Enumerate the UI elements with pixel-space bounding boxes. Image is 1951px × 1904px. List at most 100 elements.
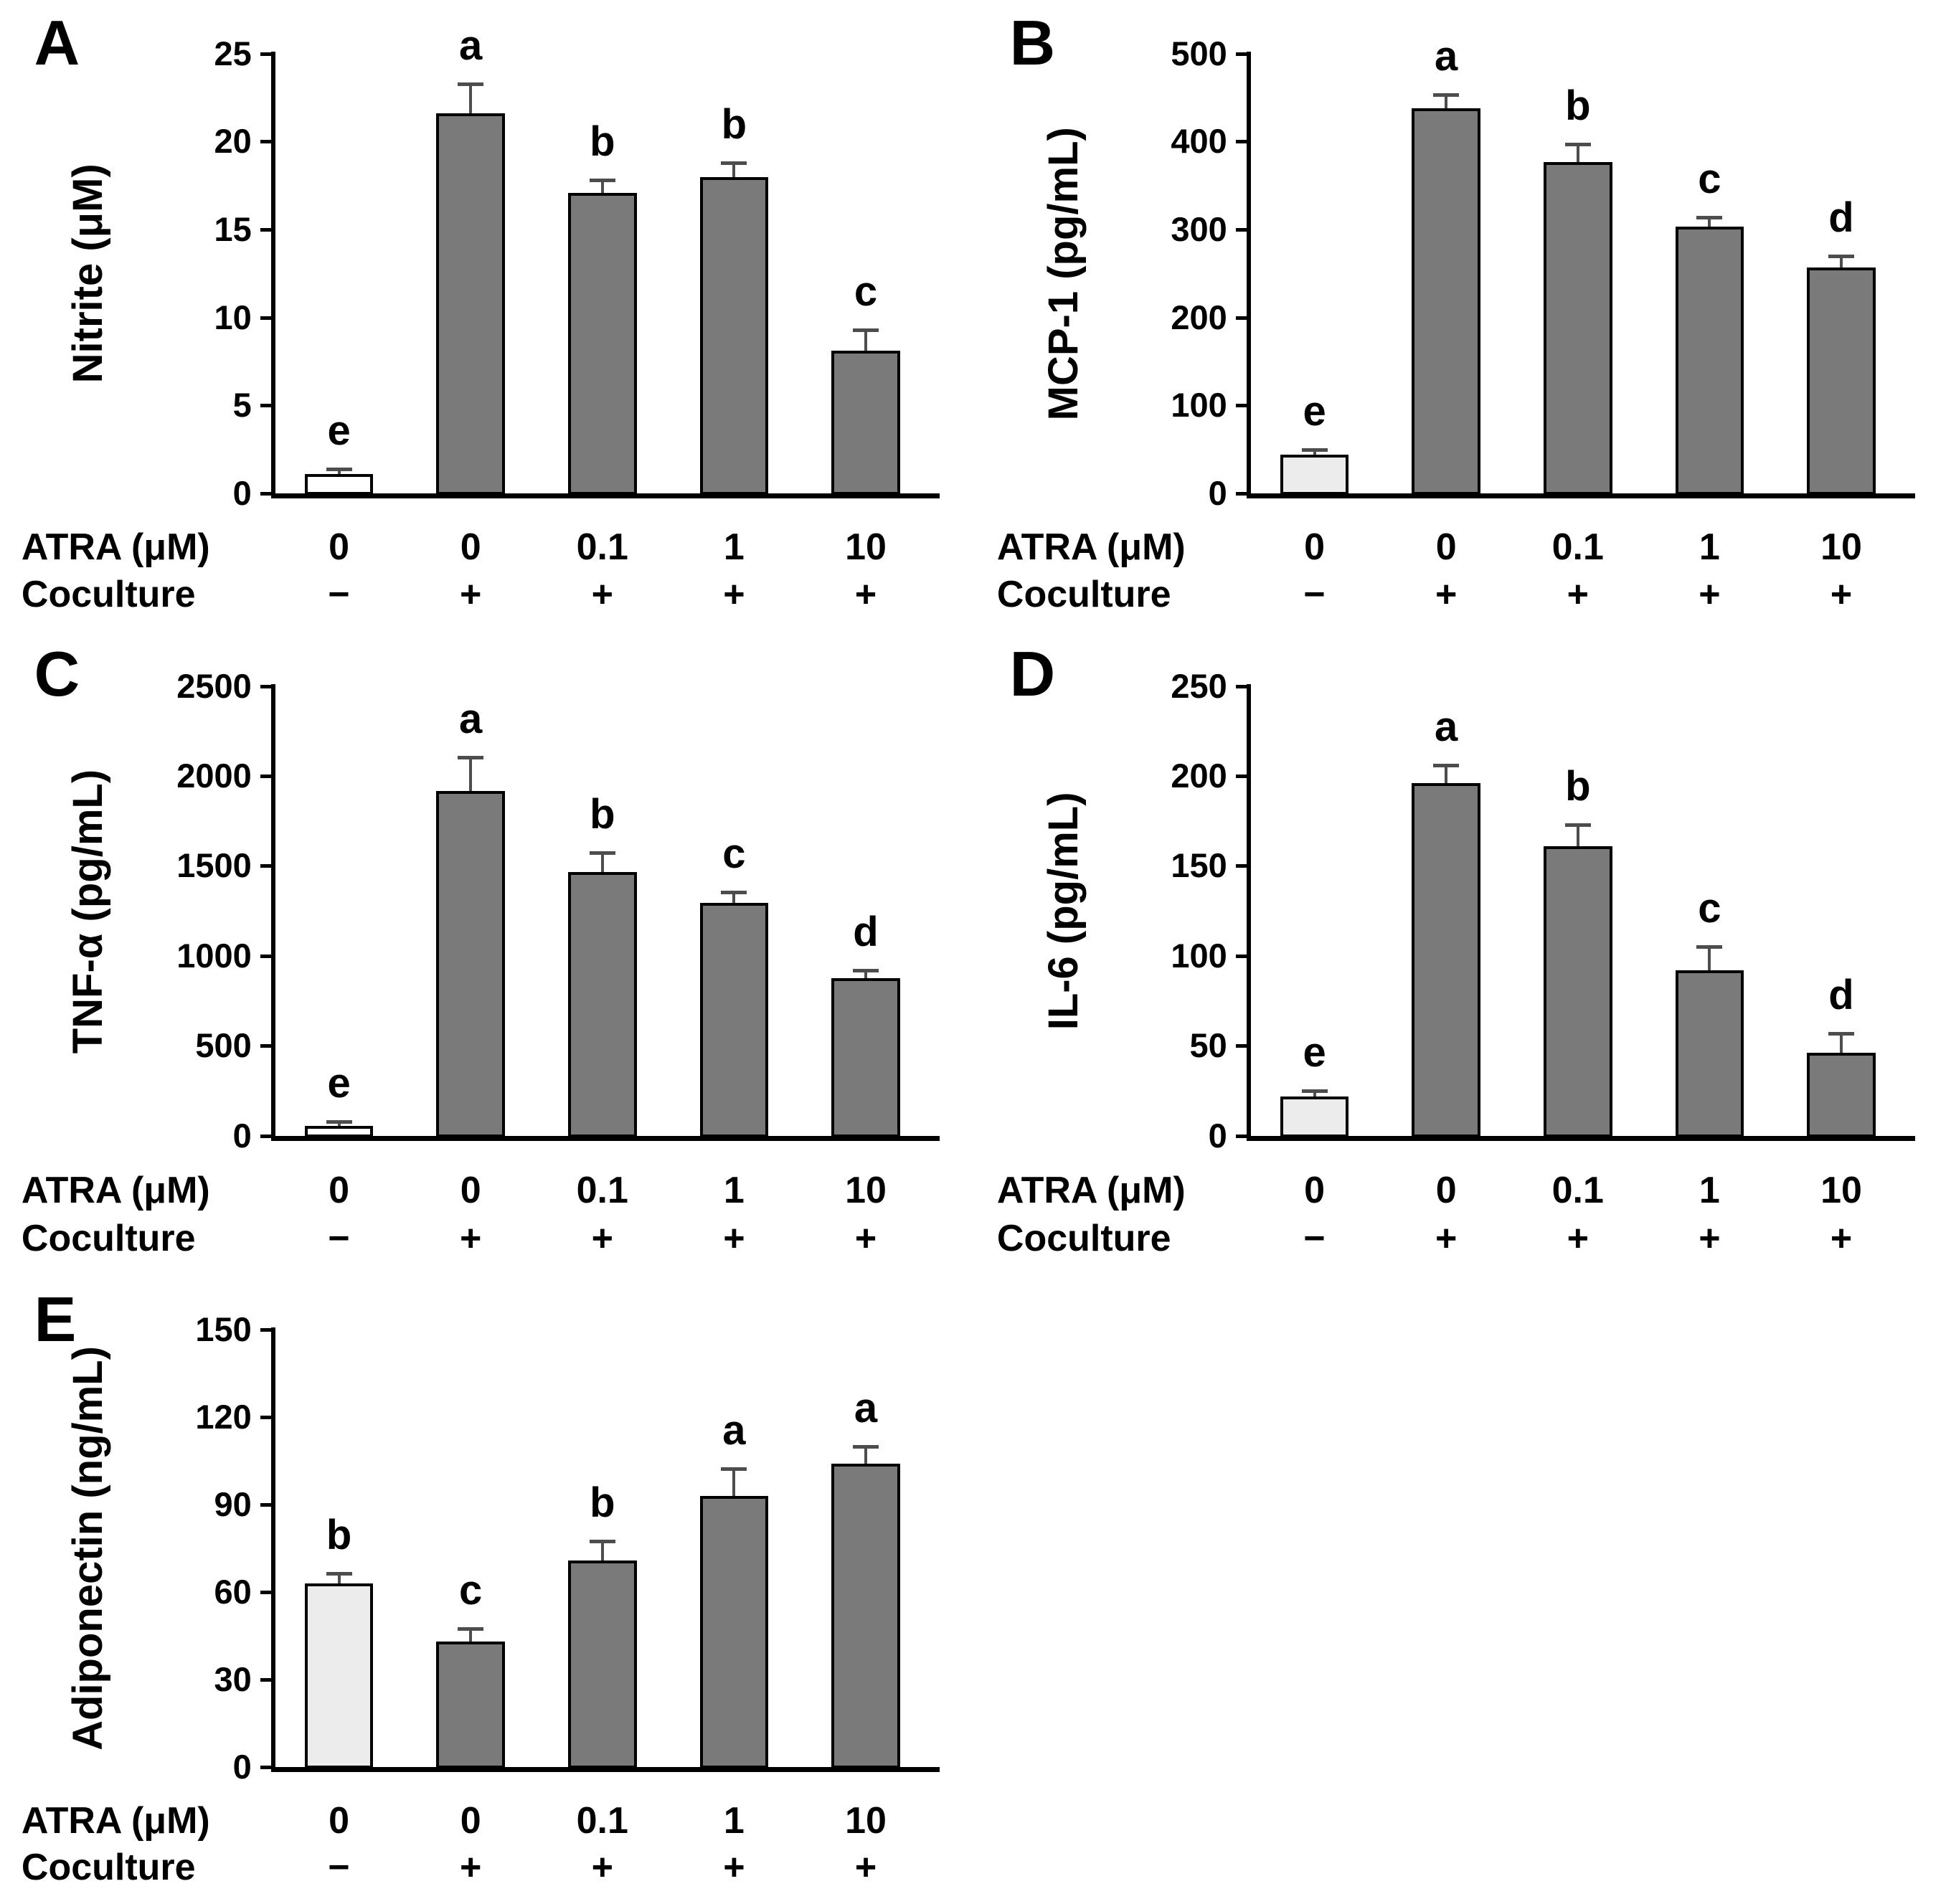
error-bar bbox=[732, 1468, 736, 1497]
bar-10-5 bbox=[831, 1464, 900, 1769]
coculture-sign: + bbox=[854, 1847, 877, 1888]
atra-value: 0 bbox=[329, 526, 350, 569]
panel-letter: D bbox=[1009, 638, 1056, 710]
error-bar bbox=[1840, 1033, 1843, 1053]
y-tick-label: 20 bbox=[214, 122, 252, 161]
coculture-sign: − bbox=[1303, 1217, 1326, 1259]
significance-letter: c bbox=[722, 830, 746, 877]
bar-1-4 bbox=[699, 1496, 769, 1769]
y-tick-label: 15 bbox=[214, 210, 252, 249]
bar-0-2 bbox=[436, 1642, 505, 1769]
coculture-sign: + bbox=[723, 573, 745, 615]
coculture-sign: + bbox=[1699, 1217, 1721, 1259]
y-tick bbox=[260, 228, 273, 232]
bar-10-5 bbox=[1807, 267, 1876, 496]
coculture-sign: + bbox=[1830, 1217, 1853, 1259]
atra-value: 10 bbox=[845, 1170, 887, 1212]
y-axis-label: Nitrite (μM) bbox=[64, 164, 111, 384]
chart-panel-C: C TNF-α (pg/mL) 0 500 1000 1500 2000 2500 e 0 − a 0 +… bbox=[0, 631, 976, 1277]
y-tick bbox=[1235, 404, 1249, 408]
y-tick bbox=[1235, 140, 1249, 144]
atra-value: 0 bbox=[1304, 1170, 1326, 1212]
y-tick bbox=[260, 316, 273, 320]
coculture-sign: + bbox=[591, 1847, 613, 1888]
y-tick bbox=[260, 1416, 273, 1420]
y-tick bbox=[1235, 492, 1249, 496]
bar-1-4 bbox=[699, 176, 769, 496]
atra-value: 10 bbox=[845, 1800, 887, 1842]
error-bar bbox=[864, 970, 867, 979]
y-tick bbox=[260, 1766, 273, 1770]
y-tick-label: 100 bbox=[1171, 936, 1227, 975]
atra-value: 0 bbox=[329, 1800, 350, 1842]
y-tick bbox=[260, 492, 273, 496]
y-tick-label: 120 bbox=[195, 1398, 252, 1436]
y-tick-label: 200 bbox=[1171, 298, 1227, 336]
coculture-sign: + bbox=[723, 1217, 745, 1259]
error-bar bbox=[1313, 1091, 1316, 1097]
y-tick-label: 0 bbox=[232, 1116, 252, 1155]
y-tick bbox=[260, 1678, 273, 1682]
y-tick-label: 0 bbox=[1208, 1116, 1227, 1155]
y-tick-label: 150 bbox=[195, 1310, 252, 1349]
significance-letter: a bbox=[722, 1406, 746, 1454]
error-bar-cap bbox=[589, 851, 615, 855]
significance-letter: d bbox=[1828, 194, 1854, 241]
x-axis-line bbox=[1246, 1135, 1915, 1141]
y-tick bbox=[1235, 316, 1249, 320]
y-tick bbox=[260, 1503, 273, 1507]
significance-letter: b bbox=[721, 100, 747, 148]
significance-letter: b bbox=[590, 118, 615, 166]
atra-row-label: ATRA (μM) bbox=[21, 526, 210, 569]
coculture-sign: − bbox=[328, 1217, 350, 1259]
y-tick-label: 50 bbox=[1189, 1026, 1227, 1065]
y-tick-label: 300 bbox=[1171, 210, 1227, 249]
error-bar-cap bbox=[1696, 945, 1723, 949]
error-bar-cap bbox=[589, 179, 615, 183]
error-bar bbox=[864, 1446, 867, 1464]
coculture-sign: + bbox=[1830, 573, 1853, 615]
significance-letter: c bbox=[854, 267, 878, 315]
error-bar bbox=[600, 180, 604, 193]
y-tick-label: 400 bbox=[1171, 122, 1227, 161]
atra-value: 0.1 bbox=[576, 1800, 628, 1842]
y-tick-label: 30 bbox=[214, 1660, 252, 1699]
y-tick bbox=[260, 954, 273, 958]
coculture-sign: + bbox=[854, 1217, 877, 1259]
error-bar bbox=[1708, 947, 1711, 970]
y-tick bbox=[260, 1044, 273, 1048]
error-bar bbox=[1576, 144, 1579, 162]
error-bar bbox=[600, 1541, 604, 1560]
error-bar-cap bbox=[1433, 763, 1460, 767]
atra-value: 0.1 bbox=[576, 526, 628, 569]
y-tick bbox=[1235, 954, 1249, 958]
y-axis-label: TNF-α (pg/mL) bbox=[64, 768, 111, 1053]
panel-letter: C bbox=[34, 638, 80, 710]
error-bar-cap bbox=[326, 1119, 352, 1124]
error-bar bbox=[1708, 217, 1711, 227]
coculture-sign: + bbox=[1567, 1217, 1589, 1259]
bar-0-1 bbox=[304, 1125, 374, 1137]
coculture-sign: + bbox=[1699, 573, 1721, 615]
bar-0-2 bbox=[436, 113, 505, 496]
y-tick-label: 150 bbox=[1171, 846, 1227, 885]
error-bar bbox=[337, 1573, 341, 1584]
error-bar bbox=[732, 162, 736, 177]
y-tick-label: 0 bbox=[1208, 474, 1227, 513]
atra-value: 0.1 bbox=[576, 1170, 628, 1212]
y-tick bbox=[260, 52, 273, 56]
coculture-sign: + bbox=[854, 573, 877, 615]
atra-value: 10 bbox=[1820, 1170, 1862, 1212]
atra-value: 10 bbox=[1820, 526, 1862, 569]
y-tick bbox=[260, 140, 273, 144]
atra-value: 1 bbox=[1699, 1170, 1720, 1212]
y-tick bbox=[1235, 684, 1249, 688]
y-tick-label: 1000 bbox=[176, 936, 252, 975]
y-tick-label: 100 bbox=[1171, 386, 1227, 425]
y-tick-label: 5 bbox=[232, 386, 252, 425]
y-tick-label: 1500 bbox=[176, 846, 252, 885]
coculture-sign: + bbox=[1435, 573, 1458, 615]
y-tick bbox=[1235, 864, 1249, 868]
bar-10-5 bbox=[831, 351, 900, 496]
error-bar-cap bbox=[721, 890, 747, 894]
